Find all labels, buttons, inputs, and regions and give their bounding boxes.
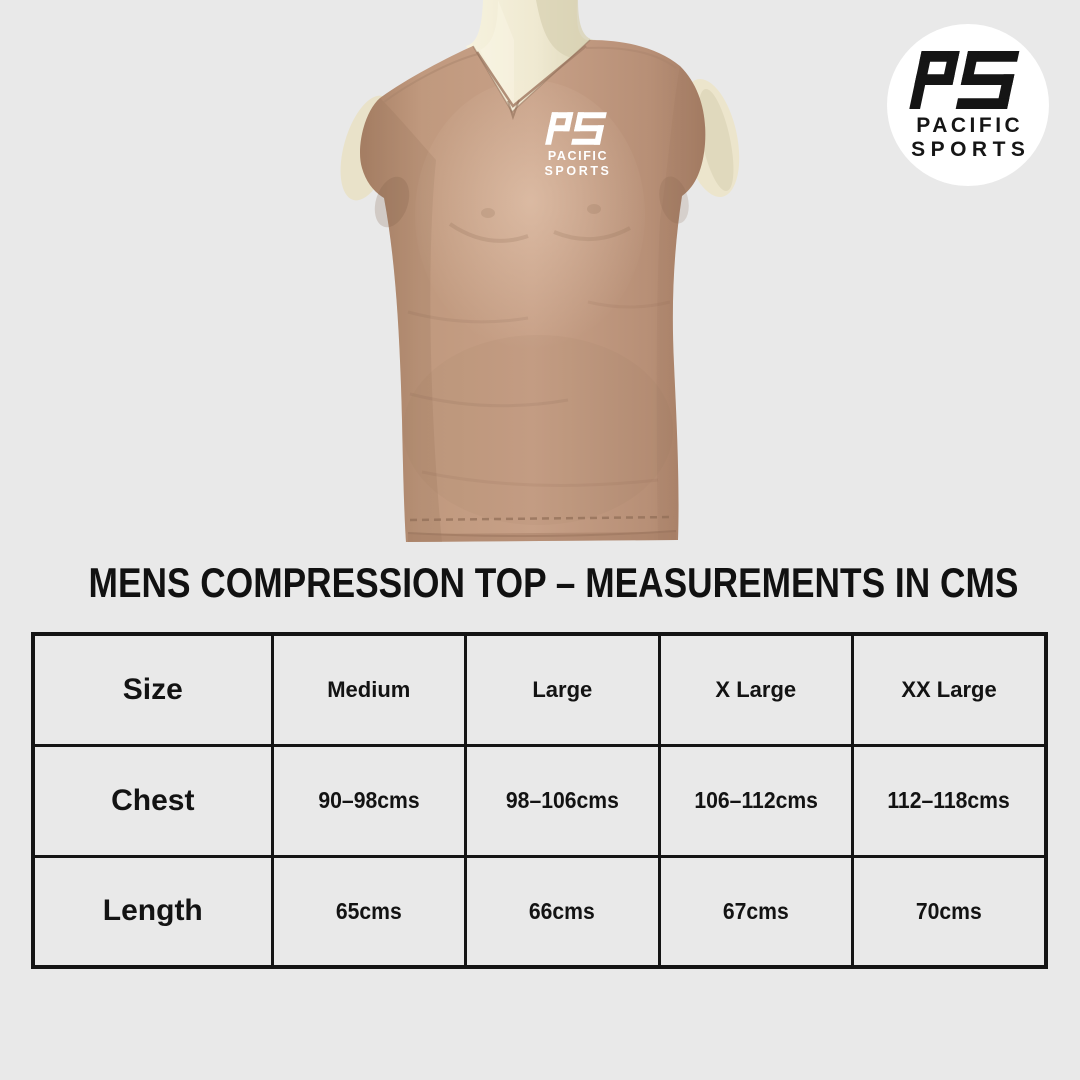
measurement-cell: 106–112cms bbox=[657, 743, 855, 858]
chest-logo: PACIFIC SPORTS bbox=[545, 112, 612, 178]
measurement-cell: 112–118cms bbox=[851, 743, 1048, 858]
brand-name-line1: PACIFIC bbox=[916, 113, 1024, 137]
measurement-cell: 90–98cms bbox=[270, 743, 468, 858]
measurement-cell: 67cms bbox=[657, 854, 855, 969]
table-header-row: Size Medium Large X Large XX Large bbox=[31, 632, 1048, 747]
column-header-size: Size bbox=[31, 632, 274, 747]
measurement-cell: 66cms bbox=[464, 854, 661, 969]
ps-monogram-icon bbox=[909, 51, 1027, 109]
product-photo: PACIFIC SPORTS bbox=[340, 0, 740, 542]
chest-logo-line2: SPORTS bbox=[545, 164, 612, 178]
column-header-xxlarge: XX Large bbox=[851, 632, 1048, 747]
table-row-chest: Chest 90–98cms 98–106cms 106–112cms 112–… bbox=[31, 743, 1048, 858]
measurement-cell: 65cms bbox=[270, 854, 468, 969]
row-label-length: Length bbox=[31, 854, 274, 969]
row-label-chest: Chest bbox=[31, 743, 274, 858]
measurement-cell: 98–106cms bbox=[464, 743, 661, 858]
column-header-xlarge: X Large bbox=[657, 632, 855, 747]
compression-top bbox=[360, 39, 706, 542]
measurement-cell: 70cms bbox=[851, 854, 1048, 969]
page-title: MENS COMPRESSION TOP – MEASUREMENTS IN C… bbox=[88, 559, 1019, 606]
size-table: Size Medium Large X Large XX Large Chest… bbox=[31, 632, 1048, 969]
column-header-large: Large bbox=[464, 632, 661, 747]
brand-badge: PACIFIC SPORTS bbox=[887, 24, 1049, 186]
table-row-length: Length 65cms 66cms 67cms 70cms bbox=[31, 854, 1048, 969]
column-header-medium: Medium bbox=[270, 632, 468, 747]
brand-name-line2: SPORTS bbox=[911, 137, 1031, 161]
chest-logo-line1: PACIFIC bbox=[548, 149, 608, 163]
